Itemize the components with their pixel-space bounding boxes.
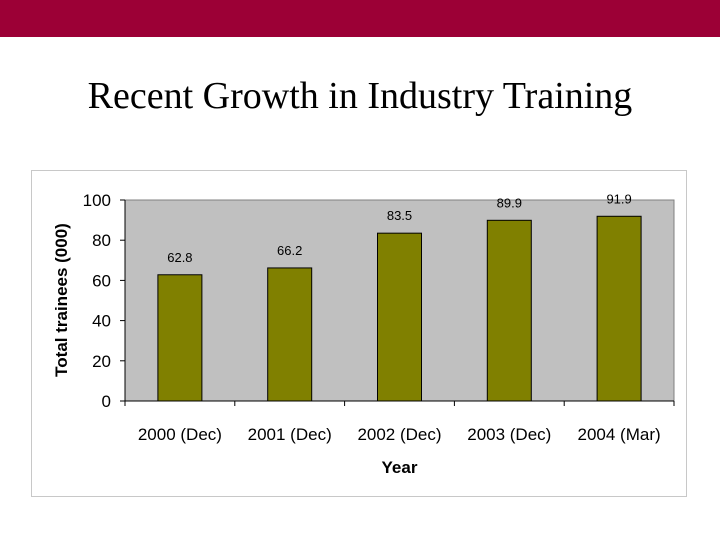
bar	[377, 232, 422, 402]
data-label: 83.5	[387, 208, 412, 223]
bar	[486, 219, 532, 402]
y-tick-label: 0	[102, 392, 111, 411]
y-tick-label: 80	[92, 231, 111, 250]
bar-series	[157, 215, 642, 402]
data-label: 91.9	[606, 191, 631, 206]
y-tick-label: 100	[83, 191, 111, 210]
x-tick-label: 2004 (Mar)	[578, 425, 661, 444]
x-tick-label: 2002 (Dec)	[357, 425, 441, 444]
x-axis: 2000 (Dec) 2001 (Dec) 2002 (Dec) 2003 (Dec)…	[124, 400, 675, 444]
slide-title: Recent Growth in Industry Training	[87, 75, 633, 117]
x-axis-title: Year	[382, 458, 418, 477]
y-tick-label: 20	[92, 352, 111, 371]
data-label: 89.9	[497, 195, 522, 210]
data-label: 66.2	[277, 243, 302, 258]
bar	[596, 215, 642, 402]
y-tick-label: 60	[92, 271, 111, 290]
y-axis-title: Total trainees (000)	[52, 223, 71, 377]
bar	[267, 267, 313, 402]
y-tick-label: 40	[92, 312, 111, 331]
bar	[157, 274, 203, 402]
data-label: 62.8	[167, 250, 192, 265]
data-labels: 62.8 66.2 83.5 89.9 91.9	[167, 191, 632, 264]
x-tick-label: 2003 (Dec)	[467, 425, 551, 444]
x-tick-label: 2000 (Dec)	[138, 425, 222, 444]
header-band	[0, 0, 720, 37]
y-axis: 0 20 40 60 80 100	[83, 191, 126, 411]
x-tick-label: 2001 (Dec)	[248, 425, 332, 444]
